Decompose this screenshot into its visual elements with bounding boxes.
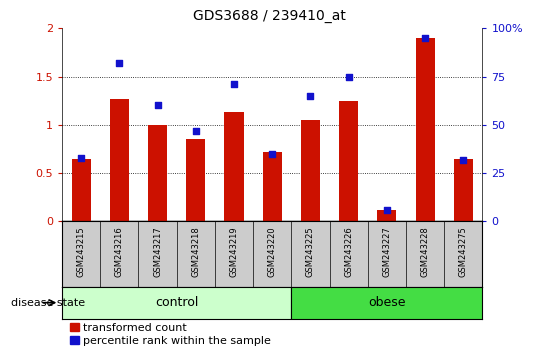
Point	[459, 157, 468, 162]
Text: GSM243216: GSM243216	[115, 227, 124, 277]
Bar	[72, 159, 91, 221]
Point	[191, 128, 200, 133]
Point	[115, 60, 123, 66]
Bar	[291, 287, 482, 319]
Point	[306, 93, 315, 99]
Bar	[186, 139, 205, 221]
Bar	[262, 152, 282, 221]
Bar	[224, 112, 244, 221]
Bar	[62, 287, 291, 319]
Text: disease state: disease state	[11, 298, 85, 308]
Text: GSM243275: GSM243275	[459, 227, 468, 277]
Text: control: control	[155, 296, 198, 309]
Point	[230, 81, 238, 87]
Text: obese: obese	[368, 296, 406, 309]
Point	[268, 151, 277, 156]
Bar	[377, 210, 396, 221]
Text: GDS3688 / 239410_at: GDS3688 / 239410_at	[193, 9, 346, 23]
Text: GSM243226: GSM243226	[344, 227, 353, 277]
Point	[153, 103, 162, 108]
Text: GSM243228: GSM243228	[420, 227, 430, 277]
Bar	[301, 120, 320, 221]
Point	[344, 74, 353, 79]
Text: GSM243219: GSM243219	[230, 227, 238, 277]
Bar	[454, 159, 473, 221]
Point	[383, 207, 391, 212]
Text: GSM243217: GSM243217	[153, 227, 162, 277]
Text: GSM243225: GSM243225	[306, 227, 315, 277]
Bar	[416, 38, 434, 221]
Text: GSM243215: GSM243215	[77, 227, 86, 277]
Bar	[110, 99, 129, 221]
Bar	[339, 101, 358, 221]
Text: GSM243218: GSM243218	[191, 227, 201, 277]
Bar	[148, 125, 167, 221]
Point	[421, 35, 430, 41]
Text: GSM243220: GSM243220	[268, 227, 277, 277]
Text: GSM243227: GSM243227	[382, 227, 391, 277]
Legend: transformed count, percentile rank within the sample: transformed count, percentile rank withi…	[67, 321, 273, 348]
Point	[77, 155, 85, 160]
